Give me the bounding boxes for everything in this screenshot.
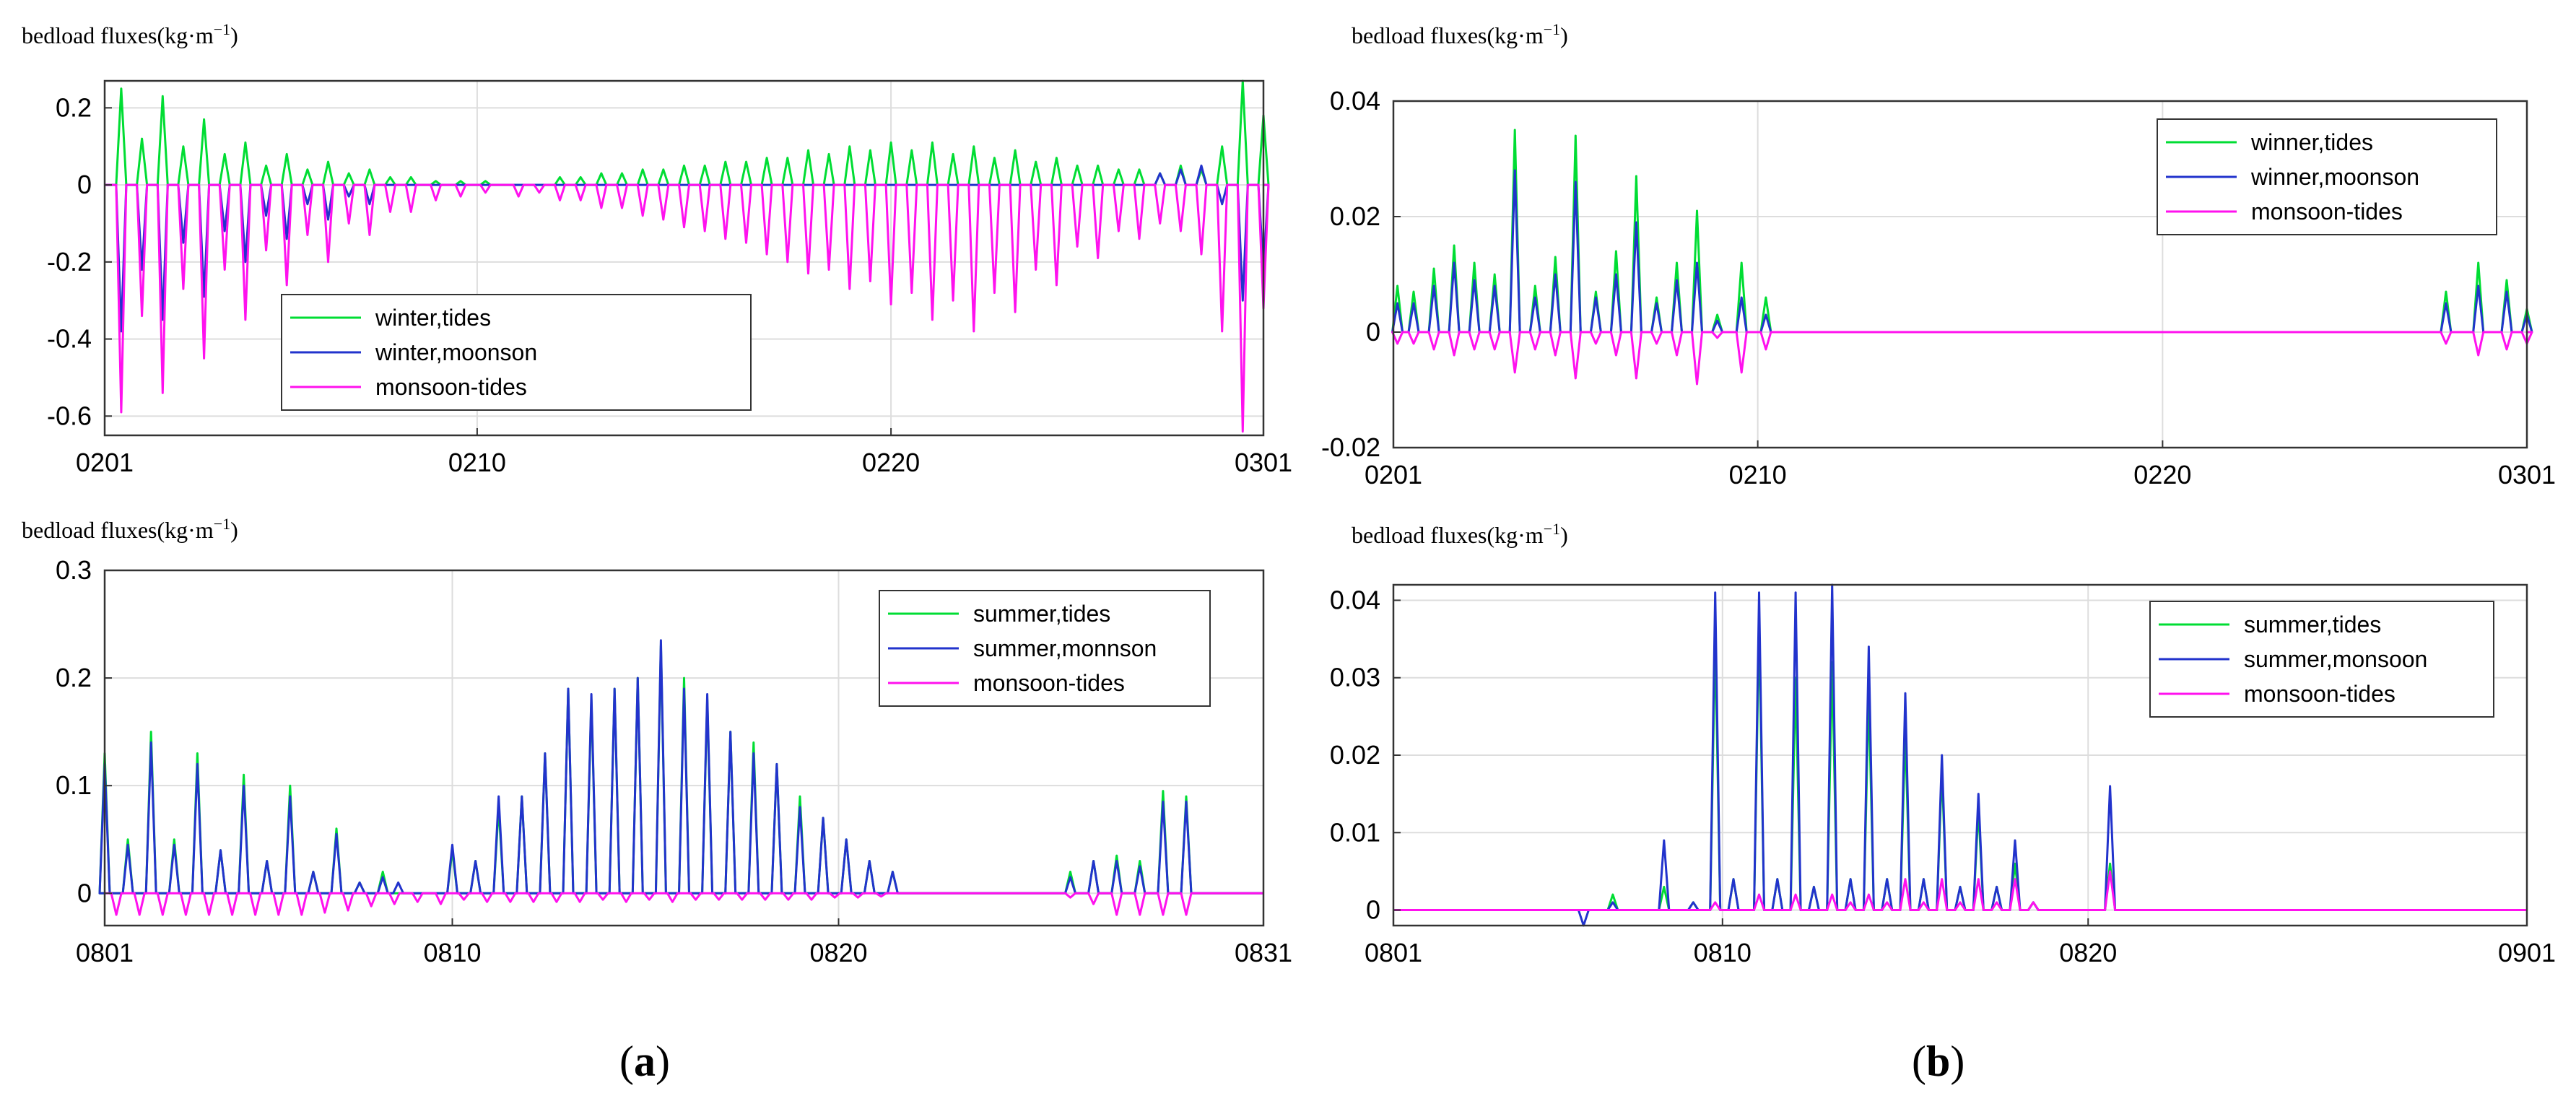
y-tick-label: 0.3 [56,555,92,585]
y-tick-label: -0.02 [1321,432,1380,462]
legend-entry-label: monsoon-tides [973,670,1125,696]
chart-summer-a: bedload fluxes(kg·m−1) 0801 0810 0820 0831 0… [22,515,1292,968]
x-tick-label: 0301 [2498,460,2556,489]
plot-frame [1392,100,2528,449]
y-unit-label: bedload fluxes(kg·m−1) [1352,520,1568,549]
y-unit-label: bedload fluxes(kg·m−1) [1352,20,1568,49]
legend-entry-label: winter,tides [375,305,491,331]
x-tick-label: 0831 [1235,938,1292,967]
legend-entry-label: monsoon-tides [2244,681,2396,707]
x-tick-label: 0201 [76,448,134,477]
series-line-monsoon-tides [105,892,1263,916]
y-unit-label: bedload fluxes(kg·m−1) [22,515,238,544]
chart-winter-b: bedload fluxes(kg·m−1) 0201 0210 0220 0301 -… [1321,20,2556,490]
chart-winter-a: bedload fluxes(kg·m−1) 0201 0210 0220 0301 -… [22,20,1292,478]
series-line-summer-monnson [98,639,1263,895]
legend-entry-label: winter,moonson [375,339,537,365]
x-tick-label: 0201 [1365,460,1422,489]
y-tick-label: 0.02 [1330,740,1380,770]
legend-entry-label: monsoon-tides [375,374,527,400]
plot-frame [103,569,1265,927]
plot-frame [103,79,1265,437]
y-tick-label: 0 [77,878,92,908]
legend-entry-label: winner,tides [2250,129,2373,155]
y-tick-label: 0.2 [56,92,92,122]
series-line-monsoon-tides [1391,331,2533,386]
x-tick-label: 0820 [809,938,867,967]
x-tick-label: 0820 [2059,938,2117,967]
y-tick-label: -0.6 [47,401,92,430]
x-tick-label: 0210 [448,448,506,477]
y-tick-label: -0.4 [47,324,92,354]
y-tick-label: 0.03 [1330,663,1380,692]
x-tick-label: 0810 [1694,938,1752,967]
series-line-winter-tides [105,79,1270,186]
legend-entry-label: monsoon-tides [2251,199,2403,225]
series-line-winner-moonson [1391,169,2533,334]
series-line-monsoon-tides [1393,870,2527,912]
legend-entry-label: summer,monnson [973,635,1157,661]
y-unit-label: bedload fluxes(kg·m−1) [22,20,238,49]
legend-entry-label: winner,moonson [2250,164,2419,190]
x-tick-label: 0301 [1235,448,1292,477]
y-tick-label: 0.02 [1330,201,1380,231]
x-tick-label: 0901 [2498,938,2556,967]
y-tick-label: 0.04 [1330,585,1380,614]
y-tick-label: 0.04 [1330,86,1380,116]
y-tick-label: 0.01 [1330,817,1380,847]
chart-summer-b: bedload fluxes(kg·m−1) 0801 0810 0820 0901 0… [1330,520,2556,968]
panel-label-b: (b) [1912,1037,1964,1085]
y-tick-label: 0 [77,170,92,199]
y-tick-label: 0.1 [56,770,92,800]
x-tick-label: 0210 [1729,460,1787,489]
x-tick-label: 0810 [423,938,481,967]
y-tick-label: 0.2 [56,663,92,692]
legend-entry-label: summer,tides [2244,612,2381,637]
y-tick-label: 0 [1366,317,1380,347]
legend-entry-label: summer,tides [973,601,1110,627]
x-tick-label: 0220 [862,448,920,477]
y-tick-label: -0.2 [47,247,92,277]
x-tick-label: 0220 [2133,460,2191,489]
legend-entry-label: summer,monsoon [2244,646,2427,672]
panel-label-a: (a) [619,1037,670,1085]
x-tick-label: 0801 [76,938,134,967]
y-tick-label: 0 [1366,895,1380,925]
series-line-monsoon-tides [105,183,1270,433]
x-tick-label: 0801 [1365,938,1422,967]
